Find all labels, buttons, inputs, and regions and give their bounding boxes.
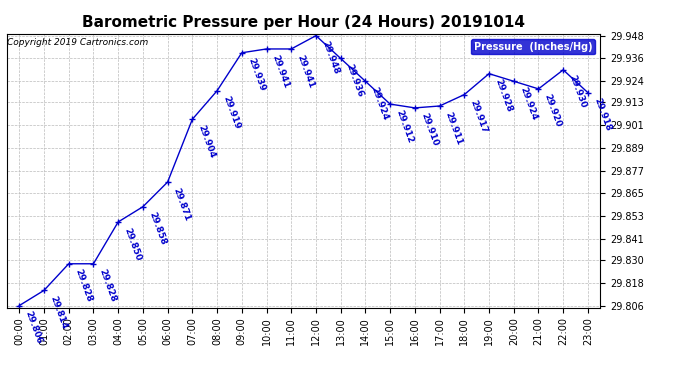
Pressure  (Inches/Hg) — [164, 180, 172, 184]
Pressure  (Inches/Hg) — [287, 47, 295, 51]
Text: 29.941: 29.941 — [295, 53, 316, 89]
Text: 29.912: 29.912 — [394, 108, 415, 144]
Pressure  (Inches/Hg) — [237, 51, 246, 55]
Pressure  (Inches/Hg) — [386, 102, 394, 106]
Pressure  (Inches/Hg) — [65, 261, 73, 266]
Pressure  (Inches/Hg) — [337, 56, 345, 61]
Text: 29.924: 29.924 — [370, 86, 390, 122]
Title: Barometric Pressure per Hour (24 Hours) 20191014: Barometric Pressure per Hour (24 Hours) … — [82, 15, 525, 30]
Text: 29.814: 29.814 — [48, 294, 68, 330]
Text: 29.928: 29.928 — [493, 78, 513, 114]
Text: 29.904: 29.904 — [197, 123, 217, 159]
Pressure  (Inches/Hg) — [89, 261, 97, 266]
Pressure  (Inches/Hg) — [362, 79, 370, 84]
Pressure  (Inches/Hg) — [114, 220, 122, 224]
Text: Copyright 2019 Cartronics.com: Copyright 2019 Cartronics.com — [8, 38, 149, 47]
Text: 29.917: 29.917 — [469, 99, 489, 135]
Text: 29.858: 29.858 — [147, 211, 168, 247]
Pressure  (Inches/Hg) — [559, 68, 567, 72]
Text: 29.936: 29.936 — [345, 63, 365, 99]
Pressure  (Inches/Hg) — [485, 71, 493, 76]
Text: 29.939: 29.939 — [246, 57, 266, 93]
Text: 29.930: 29.930 — [567, 74, 588, 110]
Pressure  (Inches/Hg) — [139, 204, 147, 209]
Text: 29.924: 29.924 — [518, 86, 538, 122]
Line: Pressure  (Inches/Hg): Pressure (Inches/Hg) — [16, 32, 591, 309]
Text: 29.918: 29.918 — [592, 97, 613, 133]
Text: 29.828: 29.828 — [97, 268, 118, 304]
Text: 29.920: 29.920 — [542, 93, 563, 129]
Pressure  (Inches/Hg) — [435, 104, 444, 108]
Pressure  (Inches/Hg) — [213, 88, 221, 93]
Pressure  (Inches/Hg) — [534, 87, 542, 91]
Pressure  (Inches/Hg) — [40, 288, 48, 292]
Text: 29.910: 29.910 — [419, 112, 440, 148]
Text: 29.828: 29.828 — [73, 268, 93, 304]
Pressure  (Inches/Hg) — [312, 33, 320, 38]
Legend: Pressure  (Inches/Hg): Pressure (Inches/Hg) — [471, 39, 595, 54]
Pressure  (Inches/Hg) — [188, 117, 197, 122]
Pressure  (Inches/Hg) — [262, 47, 270, 51]
Pressure  (Inches/Hg) — [510, 79, 518, 84]
Text: 29.871: 29.871 — [172, 186, 192, 222]
Text: 29.806: 29.806 — [23, 310, 43, 345]
Pressure  (Inches/Hg) — [411, 106, 419, 110]
Text: 29.941: 29.941 — [270, 53, 291, 89]
Text: 29.948: 29.948 — [320, 40, 341, 76]
Text: 29.850: 29.850 — [122, 226, 143, 262]
Pressure  (Inches/Hg) — [15, 303, 23, 308]
Pressure  (Inches/Hg) — [584, 90, 592, 95]
Text: 29.911: 29.911 — [444, 110, 464, 146]
Pressure  (Inches/Hg) — [460, 92, 469, 97]
Text: 29.919: 29.919 — [221, 95, 242, 131]
